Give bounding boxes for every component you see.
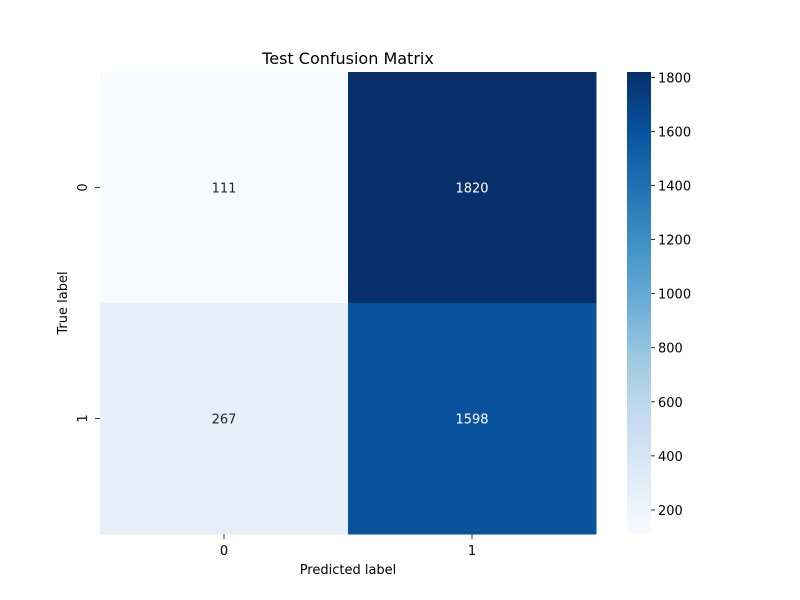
colorbar-tick-label: 600 (658, 396, 683, 411)
heatmap-cell (100, 72, 349, 304)
colorbar-tick-label: 800 (658, 342, 683, 357)
heatmap-cell (348, 303, 597, 535)
y-axis-label: True label (56, 271, 71, 335)
y-tick-label: 0 (76, 183, 91, 191)
y-axis: 01 (76, 183, 100, 423)
heatmap-cells: 111 1820 267 1598 (100, 72, 597, 535)
chart-title: Test Confusion Matrix (261, 49, 434, 68)
colorbar-tick-label: 200 (658, 504, 683, 519)
x-tick-label: 1 (468, 544, 476, 559)
cell-value-label: 1820 (455, 182, 488, 197)
colorbar-tick-label: 1600 (658, 125, 691, 140)
cell-value-label: 1598 (455, 413, 488, 428)
colorbar-tick-label: 1800 (658, 71, 691, 86)
y-tick-label: 1 (76, 414, 91, 422)
heatmap-cell (348, 72, 597, 304)
colorbar-gradient (627, 72, 651, 534)
colorbar-tick-label: 400 (658, 450, 683, 465)
colorbar: 200 400 600 800 1000 1200 1400 1600 1800 (627, 71, 691, 534)
colorbar-tick-label: 1200 (658, 234, 691, 249)
colorbar-tick-label: 1000 (658, 288, 691, 303)
colorbar-tick-label: 1400 (658, 180, 691, 195)
x-tick-label: 0 (220, 544, 228, 559)
x-axis-label: Predicted label (300, 563, 397, 578)
cell-value-label: 111 (212, 182, 237, 197)
heatmap-cell (100, 303, 349, 535)
cell-value-label: 267 (212, 413, 237, 428)
